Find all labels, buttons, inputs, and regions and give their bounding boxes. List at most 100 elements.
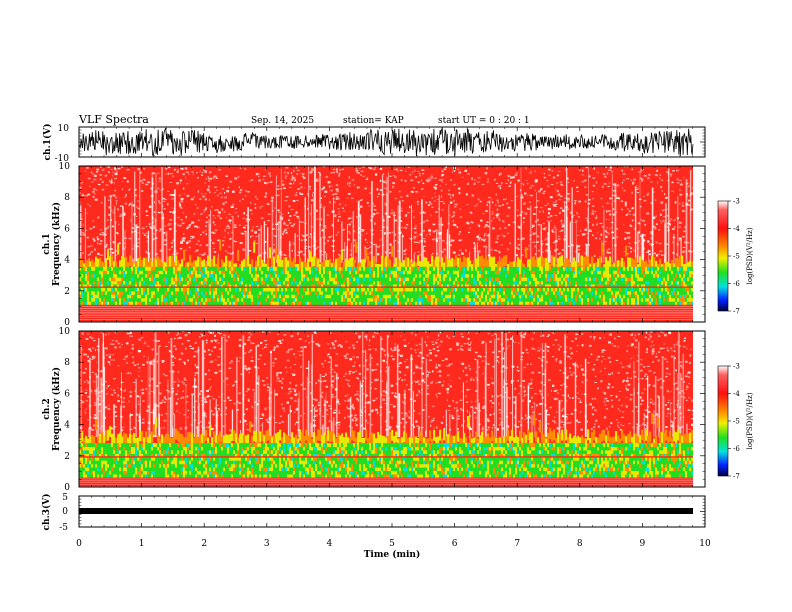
spectrogram-cell bbox=[177, 301, 180, 306]
spectrogram-speckle bbox=[433, 186, 436, 188]
spectrogram-cell bbox=[273, 294, 276, 299]
spectrogram-cell bbox=[435, 297, 438, 302]
spectrogram-cell bbox=[397, 287, 400, 292]
spectrogram-speckle bbox=[83, 233, 86, 236]
spectrogram-cell bbox=[175, 280, 178, 285]
spectrogram-cell bbox=[193, 266, 196, 271]
spectrogram-speckle bbox=[158, 177, 161, 180]
spectrogram-cell bbox=[163, 297, 166, 302]
spectrogram-speckle bbox=[682, 247, 686, 248]
spectrogram-speckle bbox=[114, 177, 117, 180]
spectrogram-speckle bbox=[559, 212, 561, 214]
spectrogram-cell bbox=[543, 301, 546, 306]
spectrogram-cell bbox=[109, 273, 112, 278]
spectrogram-cell bbox=[83, 270, 86, 275]
spectrogram-cell bbox=[395, 290, 398, 295]
spectrogram-speckle bbox=[612, 208, 615, 210]
spectrogram-speckle bbox=[159, 189, 161, 191]
spectrogram-cell bbox=[113, 283, 116, 288]
spectrogram-speckle bbox=[285, 231, 288, 234]
spectrogram-cell bbox=[293, 277, 296, 282]
spectrogram-cell bbox=[143, 294, 146, 299]
spectrogram-cell bbox=[137, 280, 140, 285]
spectrogram-cell bbox=[401, 287, 404, 292]
spectrogram-cell bbox=[485, 266, 488, 271]
spectrogram-streak bbox=[555, 228, 557, 263]
spectrogram-speckle bbox=[201, 253, 205, 256]
spectrogram-cell bbox=[291, 297, 294, 302]
spectrogram-speckle bbox=[216, 210, 219, 212]
spectrogram-cell bbox=[311, 277, 314, 282]
spectrogram-speckle bbox=[666, 180, 670, 181]
spectrogram-cell bbox=[203, 297, 206, 302]
spectrogram-speckle bbox=[596, 214, 598, 218]
spectrogram-speckle bbox=[348, 184, 351, 187]
spectrogram-speckle bbox=[331, 225, 334, 227]
spectrogram-cell bbox=[161, 294, 164, 299]
spectrogram-speckle bbox=[204, 252, 206, 255]
spectrogram-cell bbox=[403, 287, 406, 292]
spectrogram-speckle bbox=[353, 184, 356, 186]
spectrogram-cell bbox=[323, 297, 326, 302]
spectrogram-speckle bbox=[631, 219, 634, 222]
spectrogram-speckle bbox=[422, 230, 426, 232]
spectrogram-cell bbox=[293, 270, 296, 275]
spectrogram-cell bbox=[473, 290, 476, 295]
spectrogram-cell bbox=[203, 277, 206, 282]
spectrogram-speckle bbox=[102, 180, 104, 183]
spectrogram-speckle bbox=[167, 172, 170, 175]
spectrogram-speckle bbox=[426, 179, 428, 182]
spectrogram-cell bbox=[163, 287, 166, 292]
spectrogram-cell bbox=[163, 277, 166, 282]
spectrogram-cell bbox=[259, 273, 262, 278]
spectrogram-streak bbox=[161, 167, 163, 263]
spectrogram-cell bbox=[263, 290, 266, 295]
spectrogram-cell bbox=[529, 277, 532, 282]
spectrogram-speckle bbox=[348, 176, 350, 179]
spectrogram-cell bbox=[289, 283, 292, 288]
spectrogram-speckle bbox=[539, 211, 541, 213]
spectrogram-cell bbox=[265, 266, 268, 271]
spectrogram-speckle bbox=[545, 243, 548, 246]
spectrogram-cell bbox=[541, 273, 544, 278]
spectrogram-cell bbox=[417, 290, 420, 295]
spectrogram-cell bbox=[207, 297, 210, 302]
spectrogram-cell bbox=[311, 283, 314, 288]
spectrogram-cell bbox=[477, 297, 480, 302]
spectrogram-cell bbox=[189, 273, 192, 278]
spectrogram-cell bbox=[307, 301, 310, 306]
spectrogram-cell bbox=[513, 277, 516, 282]
spectrogram-speckle bbox=[662, 219, 665, 222]
spectrogram-speckle bbox=[414, 241, 418, 243]
spectrogram-speckle bbox=[191, 171, 194, 173]
spectrogram-edge bbox=[85, 260, 88, 272]
spectrogram-cell bbox=[183, 266, 186, 271]
spectrogram-cell bbox=[415, 301, 418, 306]
spectrogram-cell bbox=[225, 290, 228, 295]
spectrogram-speckle bbox=[145, 215, 149, 217]
spectrogram-speckle bbox=[365, 187, 367, 189]
spectrogram-cell bbox=[461, 273, 464, 278]
spectrogram-cell bbox=[275, 301, 278, 306]
spectrogram-cell bbox=[259, 297, 262, 302]
spectrogram-cell bbox=[333, 280, 336, 285]
spectrogram-cell bbox=[263, 283, 266, 288]
spectrogram-cell bbox=[321, 266, 324, 271]
spectrogram-cell bbox=[93, 283, 96, 288]
spectrogram-cell bbox=[285, 294, 288, 299]
spectrogram-cell bbox=[483, 287, 486, 292]
spectrogram-speckle bbox=[389, 191, 392, 193]
spectrogram-speckle bbox=[101, 169, 104, 171]
spectrogram-cell bbox=[297, 297, 300, 302]
spectrogram-cell bbox=[427, 277, 430, 282]
spectrogram-cell bbox=[281, 283, 284, 288]
spectrogram-cell bbox=[425, 280, 428, 285]
spectrogram-speckle bbox=[202, 195, 206, 198]
spectrogram-cell bbox=[345, 277, 348, 282]
spectrogram-speckle bbox=[115, 200, 118, 202]
spectrogram-streak bbox=[122, 206, 124, 263]
spectrogram-speckle bbox=[355, 169, 359, 172]
spectrogram-cell bbox=[89, 273, 92, 278]
spectrogram-speckle bbox=[244, 230, 247, 233]
spectrogram-cell bbox=[439, 297, 442, 302]
